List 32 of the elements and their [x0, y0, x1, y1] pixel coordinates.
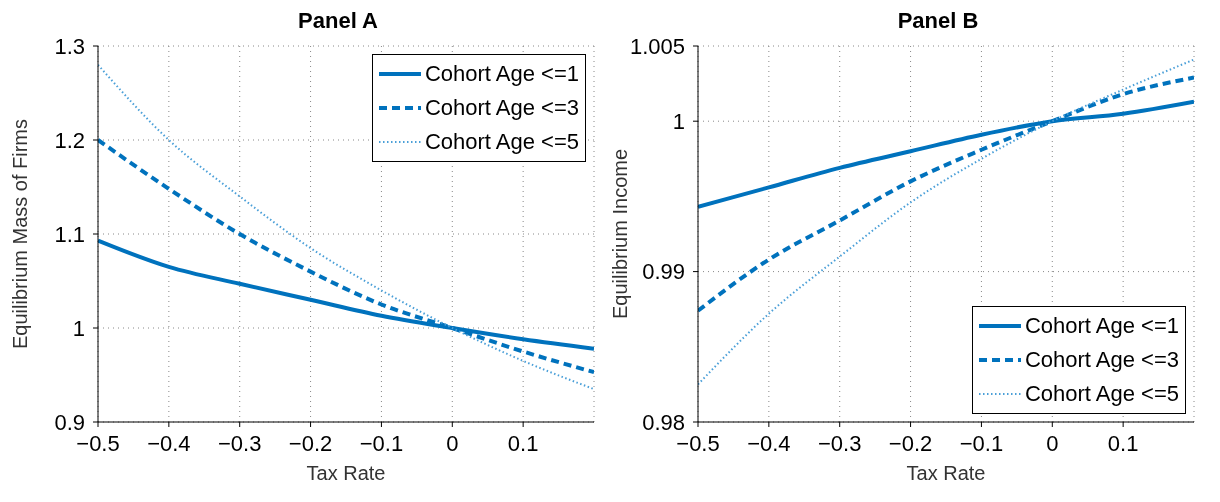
- legend-label: Cohort Age <=1: [424, 60, 579, 88]
- legend-label: Cohort Age <=1: [1024, 312, 1179, 340]
- x-tick-label: 0.1: [1107, 430, 1139, 456]
- x-tick-label: −0.2: [888, 430, 933, 456]
- y-tick-label: 1.005: [629, 33, 685, 59]
- x-tick-label: 0.1: [507, 430, 539, 456]
- x-tick-label: −0.1: [359, 430, 404, 456]
- legend-label: Cohort Age <=3: [424, 94, 579, 122]
- chart-title: Panel B: [896, 8, 980, 34]
- y-axis-title: Equilibrium Mass of Firms: [9, 118, 32, 350]
- x-axis-title: Tax Rate: [306, 462, 386, 484]
- y-tick-label: 0.99: [642, 259, 685, 285]
- x-tick-label: 0: [1046, 430, 1059, 456]
- x-tick-label: −0.1: [959, 430, 1004, 456]
- x-tick-label: −0.2: [288, 430, 333, 456]
- line-series: [698, 75, 1194, 313]
- x-tick-label: −0.4: [747, 430, 791, 456]
- y-tick-label: 1.1: [54, 221, 85, 247]
- x-tick-label: −0.3: [818, 430, 862, 456]
- legend-label: Cohort Age <=5: [1024, 380, 1179, 408]
- x-tick-label: 0: [446, 430, 459, 456]
- y-tick-label: 1: [672, 109, 685, 135]
- y-tick-label: 1.2: [54, 127, 85, 153]
- y-tick-label: 1: [72, 315, 85, 341]
- x-tick-label: −0.4: [147, 430, 191, 456]
- legend-label: Cohort Age <=3: [1024, 346, 1179, 374]
- y-axis-title: Equilibrium Income: [609, 148, 632, 320]
- x-axis-title: Tax Rate: [906, 462, 986, 484]
- y-tick-label: 1.3: [54, 33, 85, 59]
- legend-label: Cohort Age <=5: [424, 128, 579, 156]
- chart-title: Panel A: [297, 8, 379, 34]
- x-tick-label: −0.3: [218, 430, 262, 456]
